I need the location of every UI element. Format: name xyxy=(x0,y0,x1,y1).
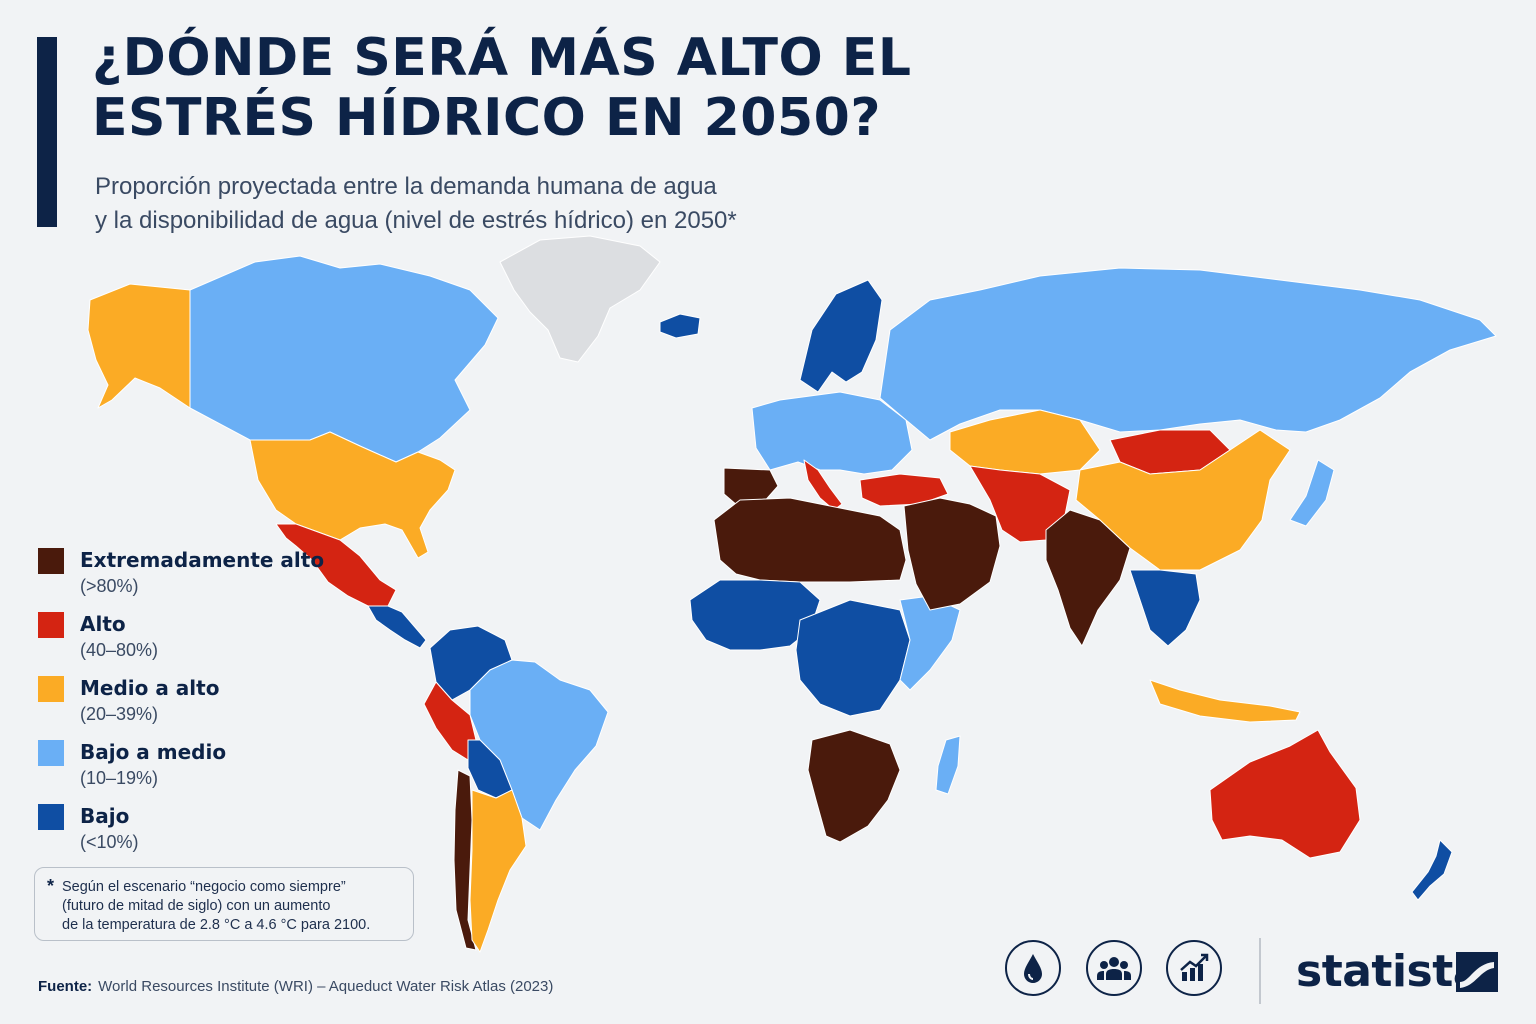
region-russia xyxy=(879,267,1497,441)
legend-range: (10–19%) xyxy=(80,768,159,788)
brand-logo-mark xyxy=(1456,952,1498,992)
footnote-text: Según el escenario “negocio como siempre… xyxy=(62,878,407,935)
region-usa xyxy=(249,431,456,559)
water-drop-icon xyxy=(1005,940,1061,996)
region-southern-africa xyxy=(807,729,901,843)
growth-chart-icon xyxy=(1166,940,1222,996)
source-text: World Resources Institute (WRI) – Aquedu… xyxy=(98,978,554,995)
legend-swatch xyxy=(38,676,64,702)
source-line: Fuente: World Resources Institute (WRI) –… xyxy=(38,978,553,995)
region-chile xyxy=(453,769,477,951)
region-greenland xyxy=(499,235,661,363)
legend-item-low-medium: Bajo a medio (10–19%) xyxy=(38,738,368,802)
legend-label: Bajo a medio xyxy=(80,740,227,764)
region-middle-east xyxy=(903,497,1001,611)
legend-range: (>80%) xyxy=(80,576,139,596)
subtitle-line-1: Proporción proyectada entre la demanda h… xyxy=(95,173,717,200)
legend: Extremadamente alto (>80%) Alto (40–80%)… xyxy=(38,546,368,866)
footer-divider xyxy=(1259,938,1261,1004)
people-group-icon xyxy=(1086,940,1142,996)
footnote-line-3: de la temperatura de 2.8 °C a 4.6 °C par… xyxy=(62,917,371,933)
region-india xyxy=(1045,509,1131,647)
legend-swatch xyxy=(38,804,64,830)
legend-item-high: Alto (40–80%) xyxy=(38,610,368,674)
region-central-america xyxy=(367,605,427,649)
footnote-star: * xyxy=(47,876,55,896)
region-north-africa xyxy=(713,497,907,583)
legend-swatch xyxy=(38,612,64,638)
legend-swatch xyxy=(38,740,64,766)
region-iceland xyxy=(659,313,701,339)
legend-label: Alto xyxy=(80,612,126,636)
legend-range: (40–80%) xyxy=(80,640,159,660)
legend-item-extreme: Extremadamente alto (>80%) xyxy=(38,546,368,610)
region-argentina xyxy=(469,789,527,953)
brand-logo-text: statista xyxy=(1296,946,1482,997)
legend-swatch xyxy=(38,548,64,574)
legend-label: Bajo xyxy=(80,804,130,828)
legend-label: Medio a alto xyxy=(80,676,220,700)
source-label: Fuente: xyxy=(38,978,93,995)
region-western-europe xyxy=(751,391,913,475)
legend-item-low: Bajo (<10%) xyxy=(38,802,368,866)
subtitle-line-2: y la disponibilidad de agua (nivel de es… xyxy=(95,207,737,234)
title-accent-bar xyxy=(37,37,57,227)
region-new-zealand xyxy=(1411,839,1453,901)
footnote-box: * Según el escenario “negocio como siemp… xyxy=(34,867,414,941)
legend-item-medium-high: Medio a alto (20–39%) xyxy=(38,674,368,738)
footnote-line-2: (futuro de mitad de siglo) con un aument… xyxy=(62,898,331,914)
page-subtitle: Proporción proyectada entre la demanda h… xyxy=(95,170,995,238)
region-china xyxy=(1075,429,1291,571)
legend-range: (<10%) xyxy=(80,832,139,852)
region-scandinavia xyxy=(799,279,883,393)
region-madagascar xyxy=(935,735,961,795)
region-alaska xyxy=(87,283,191,409)
footnote-line-1: Según el escenario “negocio como siempre… xyxy=(62,879,346,895)
region-canada xyxy=(189,255,499,463)
region-japan xyxy=(1289,459,1335,527)
region-italy xyxy=(803,459,843,511)
region-indonesia xyxy=(1149,679,1301,723)
region-southeast-asia xyxy=(1129,569,1201,647)
region-australia xyxy=(1209,729,1361,859)
page-title: ¿DÓNDE SERÁ MÁS ALTO EL ESTRÉS HÍDRICO E… xyxy=(92,28,912,148)
legend-range: (20–39%) xyxy=(80,704,159,724)
legend-label: Extremadamente alto xyxy=(80,548,325,572)
region-central-africa xyxy=(795,599,911,717)
